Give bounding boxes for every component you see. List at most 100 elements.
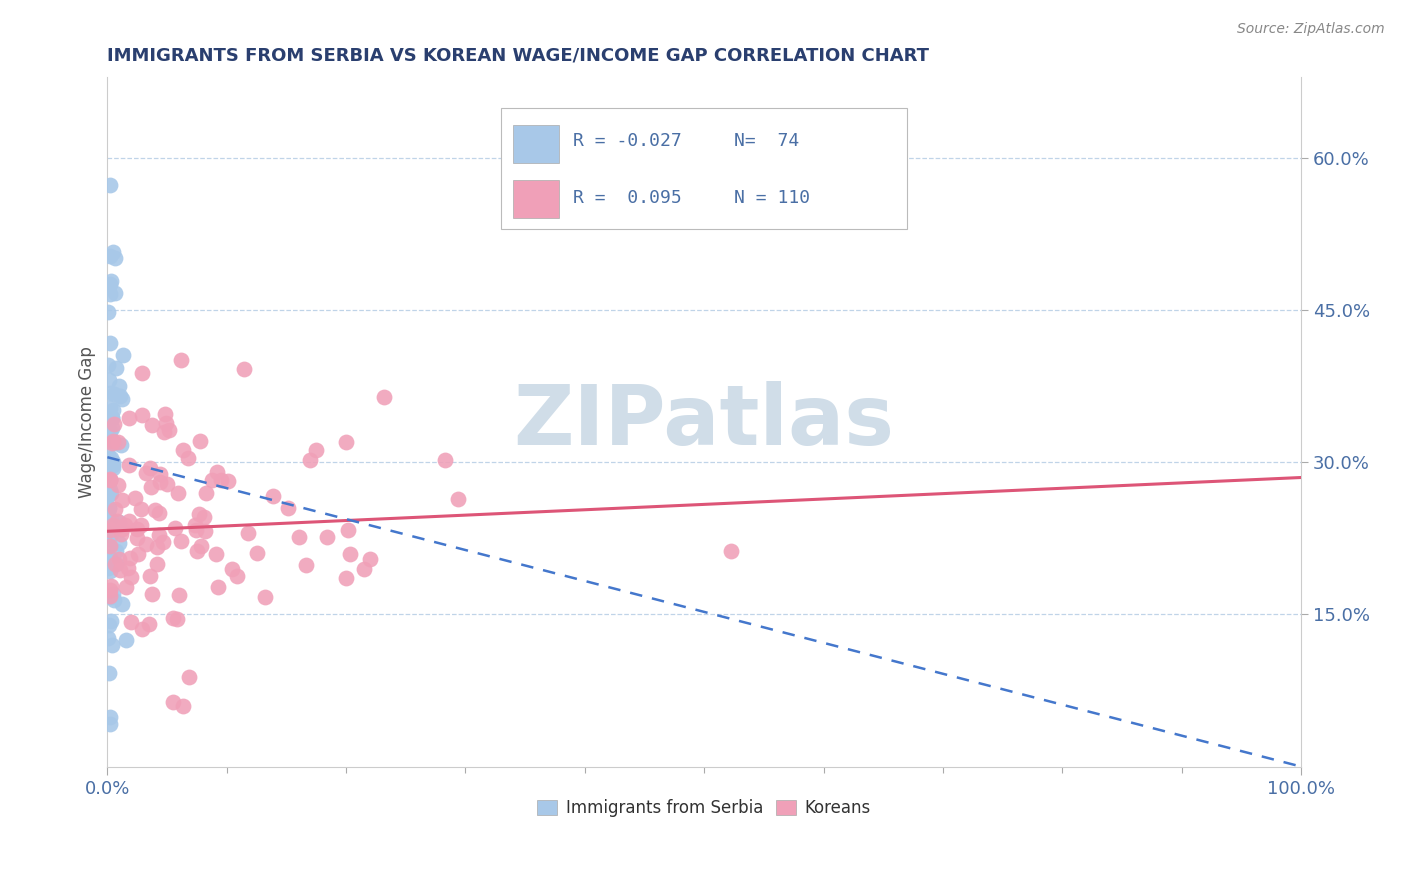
- Point: [262, 489, 284, 503]
- Text: R = -0.027: R = -0.027: [572, 132, 682, 150]
- Point: [186, 544, 208, 558]
- Point: [221, 562, 243, 576]
- Text: N=  74: N= 74: [734, 132, 799, 150]
- Point: [101, 403, 124, 417]
- Point: [152, 425, 174, 439]
- Point: [131, 622, 153, 636]
- Point: [172, 443, 194, 458]
- Point: [114, 517, 136, 532]
- Point: [103, 521, 125, 535]
- Point: [232, 362, 254, 376]
- Point: [107, 552, 129, 566]
- Point: [98, 473, 121, 487]
- Point: [97, 358, 120, 372]
- Point: [98, 249, 121, 263]
- Point: [101, 638, 124, 652]
- Point: [124, 491, 146, 505]
- Point: [98, 424, 121, 438]
- Point: [97, 485, 120, 500]
- Point: [112, 348, 135, 362]
- Point: [131, 367, 153, 381]
- Point: [207, 465, 229, 479]
- Text: R =  0.095: R = 0.095: [572, 188, 682, 207]
- Point: [110, 438, 132, 452]
- Point: [135, 537, 157, 551]
- Point: [98, 336, 121, 351]
- Point: [97, 489, 120, 503]
- FancyBboxPatch shape: [513, 125, 558, 163]
- Point: [316, 530, 339, 544]
- Point: [127, 531, 149, 545]
- Point: [139, 480, 162, 494]
- Point: [187, 508, 209, 522]
- Point: [162, 610, 184, 624]
- Point: [114, 632, 136, 647]
- Point: [172, 698, 194, 713]
- Point: [153, 407, 176, 421]
- Point: [98, 473, 121, 487]
- Point: [111, 598, 134, 612]
- Point: [194, 524, 217, 539]
- Point: [100, 386, 122, 401]
- Point: [339, 547, 361, 561]
- Point: [447, 492, 470, 507]
- Point: [139, 461, 162, 475]
- Point: [103, 417, 125, 431]
- Point: [194, 485, 217, 500]
- Point: [103, 455, 125, 469]
- Point: [253, 590, 276, 604]
- Point: [97, 501, 120, 516]
- Point: [100, 451, 122, 466]
- Point: [98, 539, 121, 553]
- Point: [209, 473, 232, 487]
- Point: [148, 506, 170, 520]
- Point: [108, 389, 131, 403]
- FancyBboxPatch shape: [513, 180, 558, 219]
- Point: [120, 570, 142, 584]
- Point: [111, 392, 134, 406]
- Point: [110, 563, 132, 577]
- Point: [226, 569, 249, 583]
- Point: [97, 514, 120, 528]
- Point: [103, 436, 125, 450]
- Point: [204, 547, 226, 561]
- Point: [100, 411, 122, 425]
- Point: [166, 612, 188, 626]
- Point: [129, 518, 152, 533]
- Point: [104, 558, 127, 572]
- Point: [110, 527, 132, 541]
- Point: [101, 461, 124, 475]
- Y-axis label: Wage/Income Gap: Wage/Income Gap: [79, 346, 96, 498]
- Point: [111, 492, 134, 507]
- Point: [101, 587, 124, 601]
- Point: [101, 458, 124, 473]
- Point: [101, 517, 124, 532]
- Point: [117, 561, 139, 575]
- Point: [118, 550, 141, 565]
- Point: [100, 421, 122, 435]
- Point: [434, 453, 457, 467]
- Point: [305, 442, 328, 457]
- Point: [156, 477, 179, 491]
- Point: [107, 536, 129, 550]
- Point: [118, 514, 141, 528]
- Point: [104, 502, 127, 516]
- Legend: Immigrants from Serbia, Koreans: Immigrants from Serbia, Koreans: [530, 792, 877, 823]
- Point: [97, 561, 120, 575]
- Point: [104, 252, 127, 266]
- Point: [101, 411, 124, 425]
- Point: [190, 539, 212, 553]
- Point: [207, 580, 229, 594]
- Point: [183, 517, 205, 532]
- Point: [98, 178, 121, 192]
- Point: [165, 521, 187, 535]
- Point: [101, 436, 124, 450]
- Point: [141, 417, 163, 432]
- Point: [103, 593, 125, 607]
- Point: [100, 527, 122, 541]
- Point: [100, 614, 122, 628]
- Point: [107, 477, 129, 491]
- Point: [288, 530, 311, 544]
- FancyBboxPatch shape: [502, 108, 907, 228]
- Point: [105, 557, 128, 571]
